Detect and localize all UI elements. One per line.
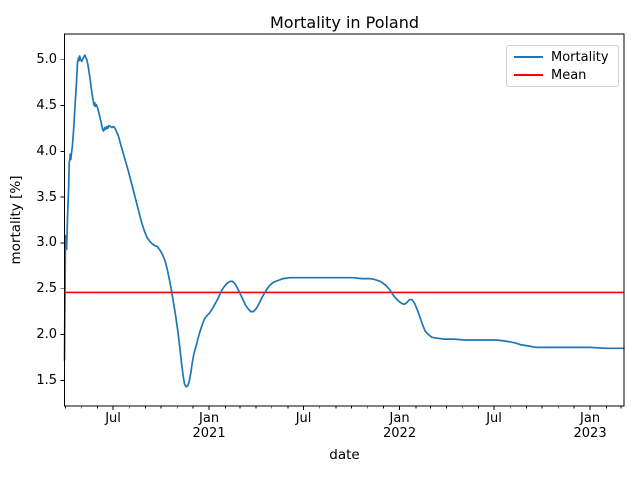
y-tick-label: 4.0 xyxy=(36,143,57,159)
mortality-line xyxy=(63,54,625,388)
x-tick-label: Jan 2023 xyxy=(573,411,607,441)
y-tick-label: 3.5 xyxy=(36,189,57,205)
mortality-line-swatch xyxy=(514,56,543,58)
y-tick-label: 3.0 xyxy=(36,235,57,251)
x-axis-label: date xyxy=(329,447,360,463)
axes-spines xyxy=(64,33,625,407)
x-tick-label: Jan 2021 xyxy=(192,411,226,441)
y-tick-label: 4.5 xyxy=(36,97,57,113)
y-tick-label: 1.5 xyxy=(36,372,57,388)
y-tick-label: 2.0 xyxy=(36,327,57,343)
x-tick-label: Jan 2022 xyxy=(383,411,417,441)
x-tick-label: Jul xyxy=(105,411,121,426)
legend-label: Mean xyxy=(551,67,587,83)
x-tick-label: Jul xyxy=(295,411,312,426)
chart-title: Mortality in Poland xyxy=(269,13,420,32)
x-tick-label: Jul xyxy=(486,411,502,426)
legend-label: Mortality xyxy=(551,49,609,65)
mean-line-swatch xyxy=(514,74,543,76)
y-tick-label: 2.5 xyxy=(36,281,57,297)
legend-item-mean: Mean xyxy=(507,66,618,84)
legend: Mortality Mean xyxy=(506,45,619,87)
y-tick-label: 5.0 xyxy=(36,52,57,68)
legend-item-mortality: Mortality xyxy=(507,48,618,66)
